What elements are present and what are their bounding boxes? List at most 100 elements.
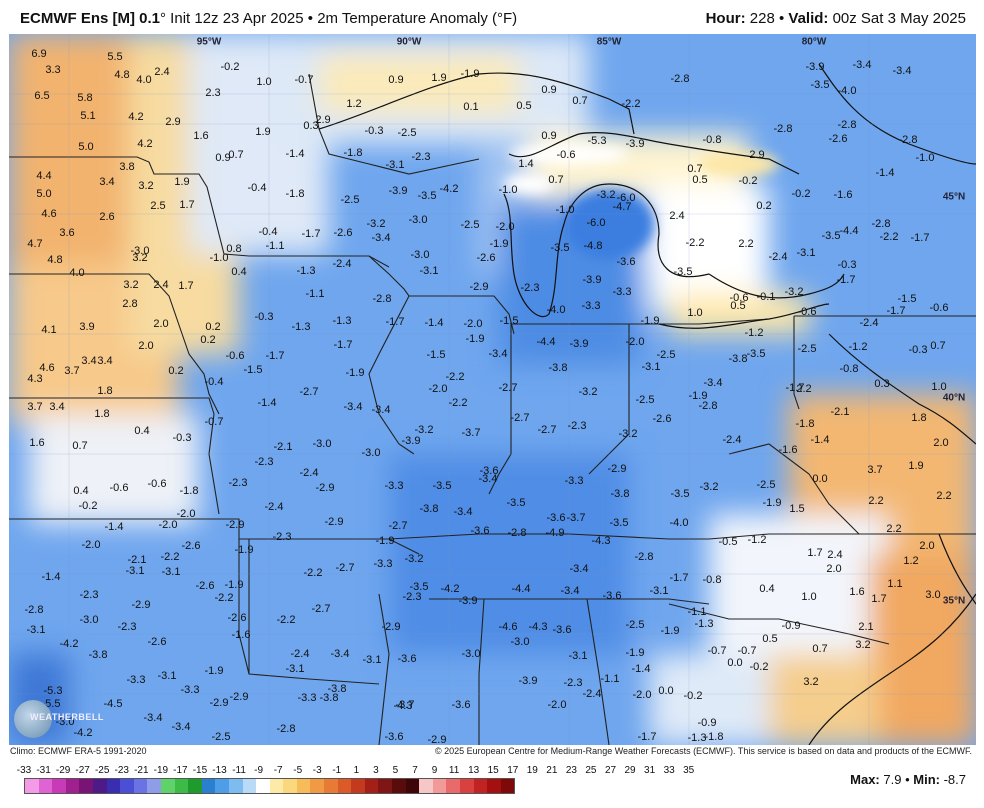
legend-swatch <box>324 779 338 793</box>
anomaly-value-label: -2.8 <box>899 134 918 146</box>
anomaly-value-label: -3.4 <box>172 721 191 733</box>
longitude-label: 85°W <box>597 37 622 48</box>
anomaly-value-label: -2.9 <box>325 516 344 528</box>
anomaly-value-label: 1.1 <box>887 578 902 590</box>
anomaly-value-label: -4.0 <box>838 85 857 97</box>
anomaly-value-label: -3.4 <box>853 59 872 71</box>
anomaly-value-label: 6.5 <box>34 90 49 102</box>
anomaly-value-label: -1.5 <box>427 349 446 361</box>
anomaly-value-label: -0.3 <box>255 311 274 323</box>
anomaly-value-label: -1.9 <box>689 390 708 402</box>
legend-label: 13 <box>468 765 480 776</box>
anomaly-value-label: 2.4 <box>154 66 169 78</box>
legend-swatch <box>446 779 460 793</box>
anomaly-value-label: -1.9 <box>346 367 365 379</box>
anomaly-value-label: -3.1 <box>126 565 145 577</box>
anomaly-value-label: -4.3 <box>592 535 611 547</box>
anomaly-value-label: -2.5 <box>657 349 676 361</box>
anomaly-value-label: -3.8 <box>320 692 339 704</box>
anomaly-value-label: -3.4 <box>570 563 589 575</box>
anomaly-value-label: 3.7 <box>64 365 79 377</box>
legend-swatch <box>174 779 189 793</box>
legend-swatch <box>160 779 175 793</box>
anomaly-value-label: -2.7 <box>538 424 557 436</box>
legend-swatch <box>378 779 393 793</box>
max-min: Max: 7.9 • Min: -8.7 <box>850 772 966 787</box>
anomaly-value-label: -0.8 <box>840 363 859 375</box>
hour-value: 228 <box>749 10 775 27</box>
anomaly-value-label: 0.5 <box>692 174 707 186</box>
legend-swatch <box>310 779 325 793</box>
anomaly-value-label: 0.0 <box>812 473 827 485</box>
anomaly-value-label: 1.9 <box>255 126 270 138</box>
anomaly-value-label: 1.7 <box>807 547 822 559</box>
anomaly-value-label: 1.2 <box>346 98 361 110</box>
anomaly-value-label: -3.4 <box>144 712 163 724</box>
anomaly-value-label: 1.5 <box>789 503 804 515</box>
legend-swatch <box>296 779 311 793</box>
degree-symbol: ° <box>160 10 167 27</box>
anomaly-value-label: 1.6 <box>29 437 44 449</box>
anomaly-value-label: -2.6 <box>182 540 201 552</box>
anomaly-value-label: -3.9 <box>389 185 408 197</box>
legend-label: -25 <box>94 765 110 776</box>
anomaly-value-label: -2.7 <box>511 412 530 424</box>
anomaly-value-label: -1.4 <box>811 434 830 446</box>
anomaly-value-label: 2.4 <box>827 549 842 561</box>
anomaly-value-label: -3.8 <box>729 353 748 365</box>
anomaly-value-label: -3.4 <box>479 473 498 485</box>
legend-swatch <box>242 779 257 793</box>
anomaly-value-label: 3.8 <box>119 161 134 173</box>
anomaly-value-label: -2.0 <box>496 221 515 233</box>
anomaly-value-label: -1.4 <box>425 317 444 329</box>
legend-swatch <box>269 779 284 793</box>
anomaly-value-label: -3.4 <box>489 348 508 360</box>
anomaly-value-label: -2.3 <box>521 282 540 294</box>
anomaly-value-label: -4.3 <box>529 621 548 633</box>
anomaly-value-label: -2.9 <box>210 697 229 709</box>
anomaly-value-label: -3.8 <box>328 683 347 695</box>
anomaly-value-label: 3.7 <box>867 464 882 476</box>
anomaly-value-label: -2.6 <box>653 413 672 425</box>
legend-label: 25 <box>585 765 597 776</box>
anomaly-value-label: -1.9 <box>763 497 782 509</box>
legend-label: -13 <box>212 765 227 776</box>
anomaly-value-label: -2.4 <box>300 467 319 479</box>
anomaly-value-label: -1.2 <box>748 534 767 546</box>
anomaly-value-label: -3.1 <box>286 663 305 675</box>
anomaly-value-label: -0.9 <box>782 620 801 632</box>
anomaly-value-label: -4.4 <box>537 336 556 348</box>
anomaly-value-label: -2.4 <box>769 251 788 263</box>
anomaly-value-label: -0.6 <box>730 292 749 304</box>
anomaly-value-label: 0.2 <box>200 334 215 346</box>
anomaly-value-label: 2.0 <box>153 318 168 330</box>
anomaly-value-label: -1.1 <box>306 288 325 300</box>
anomaly-value-label: -3.0 <box>80 614 99 626</box>
anomaly-value-label: -4.4 <box>512 583 531 595</box>
anomaly-value-label: -4.0 <box>547 304 566 316</box>
legend-label: -21 <box>134 765 149 776</box>
anomaly-value-label: -3.0 <box>411 249 430 261</box>
anomaly-value-label: -1.6 <box>779 444 798 456</box>
legend-labels: -33 -31 -29 -27 -25 -23 -21 -19 -17 -15 -13 -11 -9 -7… <box>14 765 704 778</box>
legend-swatch <box>256 779 270 793</box>
max-label: Max: <box>850 772 880 787</box>
anomaly-value-label: 3.3 <box>45 64 60 76</box>
anomaly-value-label: -0.2 <box>684 690 703 702</box>
legend-label: -31 <box>36 765 51 776</box>
anomaly-value-label: -3.3 <box>374 558 393 570</box>
anomaly-value-label: -3.1 <box>158 670 177 682</box>
anomaly-value-label: -1.9 <box>641 315 660 327</box>
anomaly-value-label: -2.7 <box>499 382 518 394</box>
legend-label: -29 <box>55 765 71 776</box>
anomaly-value-label: 2.5 <box>150 200 165 212</box>
anomaly-value-label: 2.1 <box>858 621 873 633</box>
anomaly-value-label: -2.2 <box>446 371 465 383</box>
anomaly-value-label: 1.0 <box>931 381 946 393</box>
anomaly-value-label: -1.1 <box>688 606 707 618</box>
legend-label: 21 <box>546 765 558 776</box>
valid-label: Valid: <box>788 10 829 27</box>
longitude-labels: 95°W 90°W 85°W 80°W <box>197 37 827 48</box>
legend-label: 31 <box>644 765 656 776</box>
anomaly-value-label: -1.9 <box>626 647 645 659</box>
